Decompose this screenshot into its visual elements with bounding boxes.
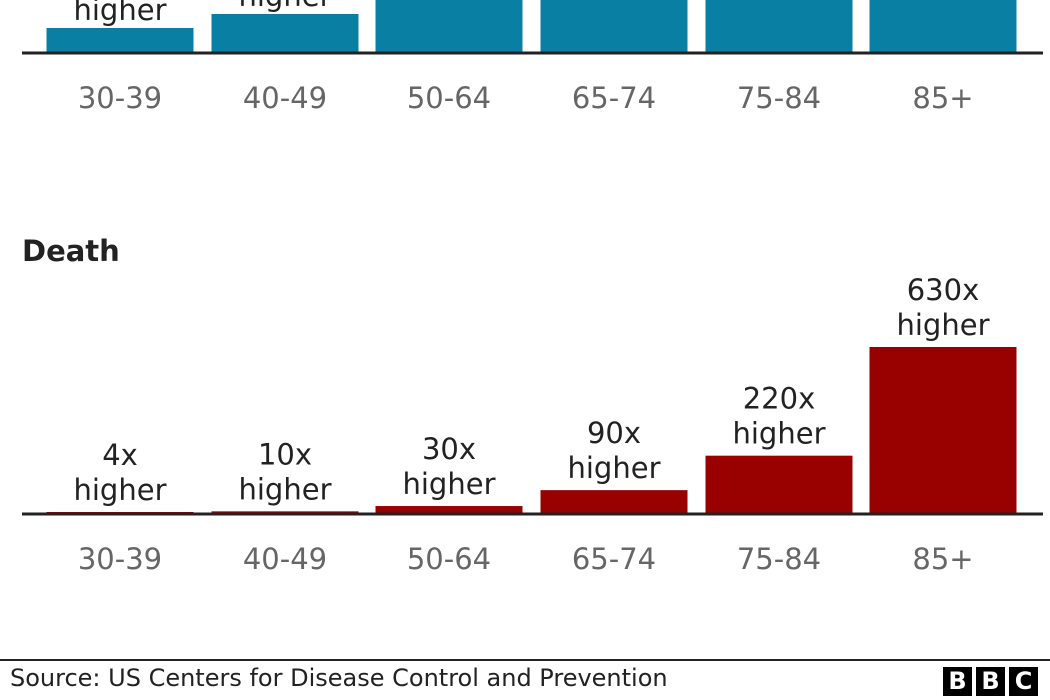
death-x-tick-label: 50-64 bbox=[407, 542, 491, 576]
footer-divider bbox=[0, 659, 1050, 661]
source-note: Source: US Centers for Disease Control a… bbox=[10, 664, 668, 692]
bbc-logo-letter: C bbox=[1009, 667, 1038, 696]
top-bar bbox=[869, 0, 1017, 53]
death-bar-data-label: higher bbox=[74, 473, 167, 507]
death-bar-data-label: higher bbox=[403, 467, 496, 501]
death-chart-title: Death bbox=[22, 234, 120, 268]
top-bar-data-label: higher bbox=[239, 0, 332, 13]
death-x-tick-label: 85+ bbox=[912, 542, 973, 576]
bbc-logo-letter: B bbox=[943, 667, 972, 696]
top-bar bbox=[705, 0, 853, 53]
top-x-tick-label: 85+ bbox=[912, 81, 973, 115]
top-x-tick-label: 75-84 bbox=[737, 81, 821, 115]
death-x-tick-label: 75-84 bbox=[737, 542, 821, 576]
top-bar bbox=[46, 28, 194, 53]
death-x-tick-label: 30-39 bbox=[78, 542, 162, 576]
death-bar-data-label: higher bbox=[733, 417, 826, 451]
top-bar bbox=[211, 14, 359, 53]
top-bar bbox=[375, 0, 523, 53]
top-x-tick-label: 65-74 bbox=[572, 81, 656, 115]
death-bar-data-label: 630x bbox=[907, 273, 980, 307]
top-x-tick-label: 40-49 bbox=[243, 81, 327, 115]
death-bar bbox=[375, 506, 523, 514]
death-bar-data-label: 10x bbox=[258, 437, 312, 471]
death-bar-data-label: 4x bbox=[102, 438, 138, 472]
bbc-logo: B B C bbox=[943, 667, 1038, 696]
top-bar bbox=[540, 0, 688, 53]
death-bar-data-label: 220x bbox=[743, 382, 816, 416]
bbc-logo-letter: B bbox=[976, 667, 1005, 696]
death-bar-data-label: higher bbox=[897, 308, 990, 342]
death-bar bbox=[540, 490, 688, 514]
death-bar-data-label: higher bbox=[568, 451, 661, 485]
top-x-tick-label: 30-39 bbox=[78, 81, 162, 115]
death-bar bbox=[705, 455, 853, 514]
death-bar-data-label: 90x bbox=[587, 416, 641, 450]
death-bar-data-label: 30x bbox=[422, 432, 476, 466]
top-bar-data-label: higher bbox=[74, 0, 167, 27]
death-x-tick-label: 65-74 bbox=[572, 542, 656, 576]
death-x-tick-label: 40-49 bbox=[243, 542, 327, 576]
death-bar-data-label: higher bbox=[239, 472, 332, 506]
death-bar bbox=[869, 347, 1017, 514]
top-x-tick-label: 50-64 bbox=[407, 81, 491, 115]
